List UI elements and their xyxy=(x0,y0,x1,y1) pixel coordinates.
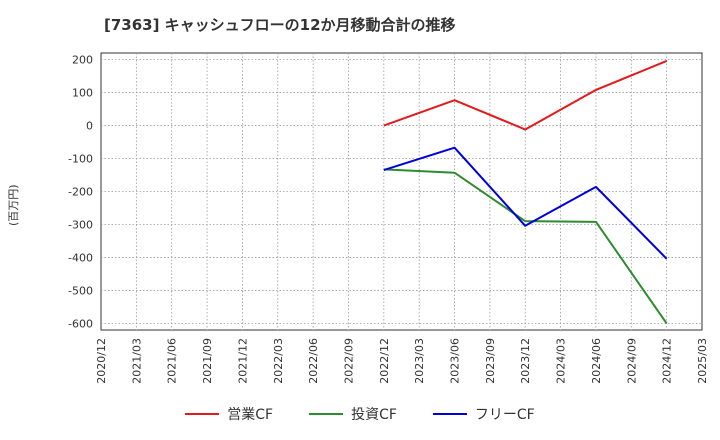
y-tick-0: 0 xyxy=(86,120,93,133)
x-tick-labels: 2020/12 2021/03 2021/06 2021/09 2021/12 2022/… xyxy=(95,338,709,384)
y-tick--400: -400 xyxy=(68,251,93,264)
x-tick-2022/06: 2022/06 xyxy=(307,338,320,384)
x-tick-2022/09: 2022/09 xyxy=(342,338,355,384)
y-tick-labels: 200 100 0 -100 -200 -300 -400 -500 -600 xyxy=(68,54,93,331)
legend-item-operating: 営業CF xyxy=(185,404,273,424)
x-tick-2021/09: 2021/09 xyxy=(201,338,214,384)
legend-label-operating: 営業CF xyxy=(227,407,274,423)
x-tick-2022/03: 2022/03 xyxy=(272,338,285,384)
x-tick-2020/12: 2020/12 xyxy=(95,338,108,384)
x-tick-2023/03: 2023/03 xyxy=(413,338,426,384)
y-tick--100: -100 xyxy=(68,153,93,166)
series-lines xyxy=(383,59,668,324)
x-tick-2021/03: 2021/03 xyxy=(130,338,143,384)
legend-swatch-operating xyxy=(185,413,220,415)
y-tick-100: 100 xyxy=(72,87,93,100)
y-tick--600: -600 xyxy=(68,317,93,330)
x-tick-2024/03: 2024/03 xyxy=(555,338,568,384)
x-tick-2021/12: 2021/12 xyxy=(236,338,249,384)
legend-item-investing: 投資CF xyxy=(309,404,397,424)
plot-area xyxy=(100,52,703,331)
y-tick--500: -500 xyxy=(68,284,93,297)
x-tick-2024/06: 2024/06 xyxy=(590,338,603,384)
x-tick-2022/12: 2022/12 xyxy=(378,338,391,384)
y-tick-200: 200 xyxy=(72,54,93,67)
y-tick--300: -300 xyxy=(68,218,93,231)
x-tick-2021/06: 2021/06 xyxy=(166,338,179,384)
legend-swatch-free xyxy=(432,413,467,415)
legend-item-free: フリーCF xyxy=(432,404,535,424)
legend-swatch-investing xyxy=(309,413,344,415)
y-tick--200: -200 xyxy=(68,186,93,199)
chart-title: [7363] キャッシュフローの12か月移動合計の推移 xyxy=(104,16,456,34)
x-tick-2023/12: 2023/12 xyxy=(519,338,532,384)
legend-label-investing: 投資CF xyxy=(351,407,397,423)
x-tick-2024/09: 2024/09 xyxy=(625,338,638,384)
x-tick-2024/12: 2024/12 xyxy=(661,338,674,384)
x-tick-2023/09: 2023/09 xyxy=(484,338,497,384)
x-tick-2023/06: 2023/06 xyxy=(449,338,462,384)
legend: 営業CF 投資CF フリーCF xyxy=(0,404,720,424)
legend-label-free: フリーCF xyxy=(474,407,535,423)
x-tick-2025/03: 2025/03 xyxy=(696,338,709,384)
